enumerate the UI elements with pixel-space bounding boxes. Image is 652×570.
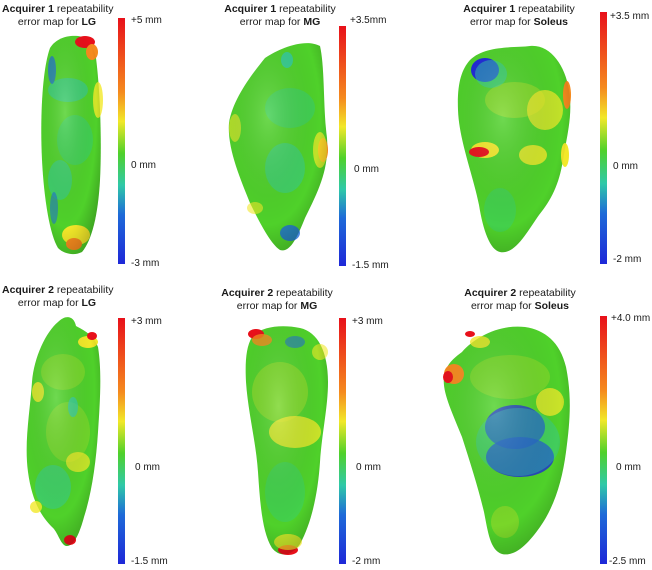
acquirer-number: 1: [48, 3, 54, 15]
muscle-name: MG: [303, 16, 321, 28]
error-map-lg-a1: [41, 35, 103, 255]
panel-title: Acquirer 2 repeatability error map for S…: [455, 287, 585, 313]
title-line2: error map for: [17, 297, 79, 309]
max-label: +3 mm: [131, 316, 162, 327]
title-suffix: repeatability: [276, 287, 333, 299]
title-prefix: Acquirer: [221, 287, 265, 299]
panel-title: Acquirer 1 repeatability error map for S…: [454, 3, 584, 29]
min-label: -2 mm: [352, 556, 381, 567]
acquirer-number: 1: [270, 3, 277, 15]
zero-label: 0 mm: [616, 462, 641, 473]
title-suffix: repeatability: [56, 284, 114, 296]
zero-label: 0 mm: [131, 160, 156, 171]
error-map-soleus-a1: [457, 45, 571, 253]
title-prefix: Acquirer: [464, 287, 508, 299]
max-label: +4.0 mm: [611, 313, 651, 324]
max-label: +3 mm: [352, 316, 383, 327]
panel-title: Acquirer 1 repeatability error map for L…: [2, 3, 114, 29]
error-map-lg-a2: [26, 317, 101, 547]
panel-title: Acquirer 2 repeatability error map for M…: [215, 287, 339, 313]
title-suffix: repeatability: [56, 3, 114, 15]
zero-label: 0 mm: [613, 161, 638, 172]
min-label: -3 mm: [131, 258, 160, 269]
min-label: -1.5 mm: [352, 260, 389, 271]
max-label: +3.5 mm: [610, 11, 650, 22]
colorbar-lg-a1: [118, 18, 125, 264]
title-prefix: Acquirer: [224, 3, 268, 15]
title-prefix: Acquirer: [463, 3, 507, 15]
acquirer-number: 2: [510, 287, 517, 299]
panel-title: Acquirer 1 repeatability error map for M…: [218, 3, 342, 29]
title-line2: error map for: [17, 16, 79, 28]
title-line2: error map for: [470, 300, 532, 312]
acquirer-number: 1: [509, 3, 516, 15]
colorbar-mg-a2: [339, 318, 346, 564]
min-label: -1.5 mm: [131, 556, 168, 567]
title-prefix: Acquirer: [2, 3, 46, 15]
error-map-soleus-a2: [443, 326, 570, 555]
error-map-mg-a2: [245, 326, 328, 555]
title-line2: error map for: [236, 300, 298, 312]
max-label: +3.5mm: [350, 15, 387, 26]
panel-title: Acquirer 2 repeatability error map for L…: [2, 284, 114, 310]
muscle-name: MG: [300, 300, 318, 312]
zero-label: 0 mm: [354, 164, 379, 175]
min-label: -2.5 mm: [609, 556, 646, 567]
colorbar-lg-a2: [118, 318, 125, 564]
max-label: +5 mm: [131, 15, 162, 26]
colorbar-soleus-a1: [600, 12, 607, 264]
muscle-name: LG: [81, 16, 97, 28]
colorbar-mg-a1: [339, 26, 346, 266]
title-suffix: repeatability: [518, 3, 575, 15]
muscle-name: LG: [81, 297, 97, 309]
title-suffix: repeatability: [279, 3, 336, 15]
title-line2: error map for: [239, 16, 301, 28]
zero-label: 0 mm: [135, 462, 160, 473]
zero-label: 0 mm: [356, 462, 381, 473]
colorbar-soleus-a2: [600, 316, 607, 564]
min-label: -2 mm: [613, 254, 642, 265]
title-suffix: repeatability: [519, 287, 576, 299]
acquirer-number: 2: [267, 287, 274, 299]
acquirer-number: 2: [48, 284, 54, 296]
error-map-mg-a1: [228, 43, 328, 251]
title-prefix: Acquirer: [2, 284, 46, 296]
muscle-name: Soleus: [533, 16, 569, 28]
muscle-name: Soleus: [534, 300, 570, 312]
title-line2: error map for: [469, 16, 531, 28]
